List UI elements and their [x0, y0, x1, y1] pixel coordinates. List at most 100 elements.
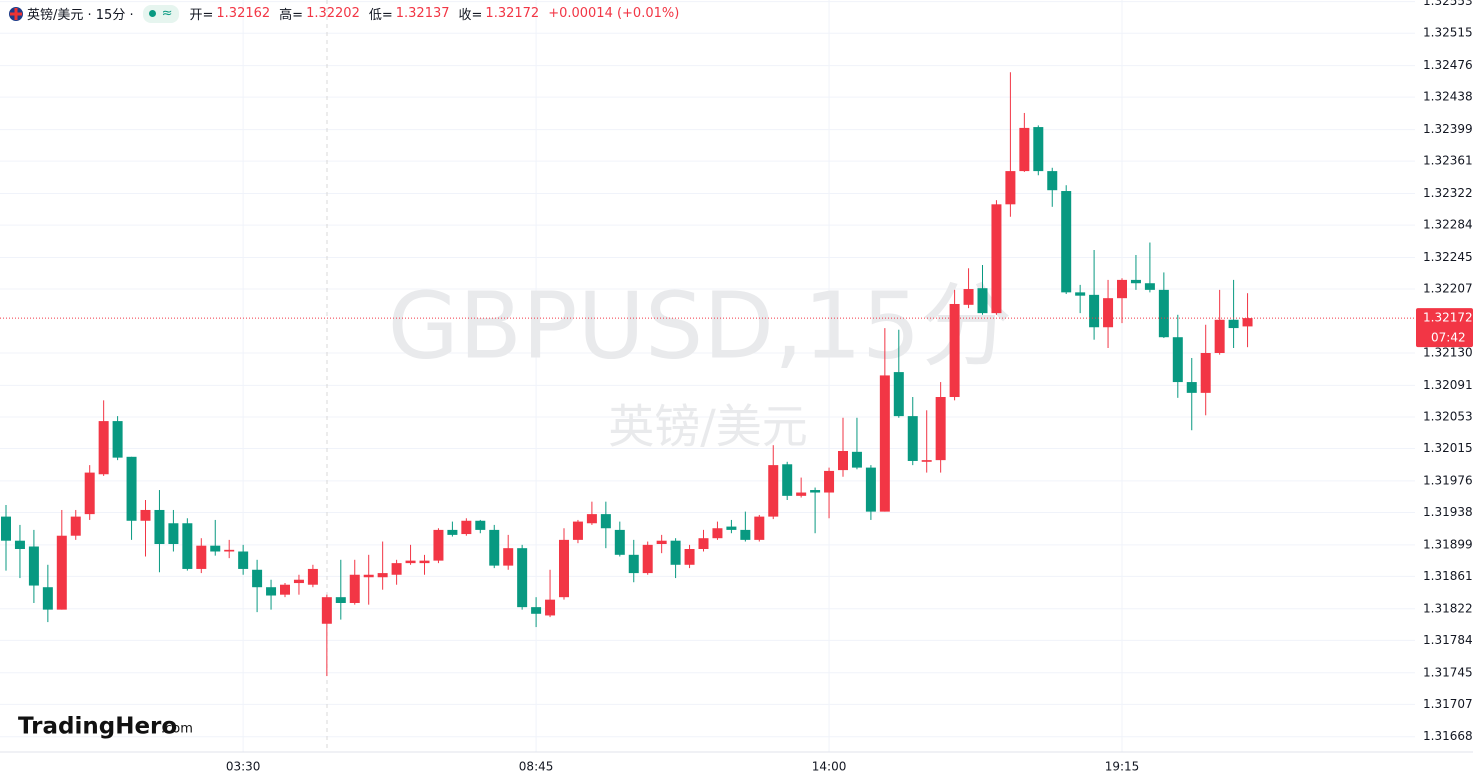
candle-body: [154, 509, 165, 545]
candle-body: [349, 574, 360, 603]
candle-body: [1172, 337, 1183, 383]
candle-body: [1228, 319, 1239, 329]
candle-body: [280, 584, 290, 595]
candle-body: [1158, 289, 1169, 338]
candle-body: [1075, 292, 1086, 296]
candle-body: [28, 546, 39, 586]
candle-body: [1033, 127, 1044, 172]
candle-body: [1214, 319, 1225, 353]
candle-body: [475, 520, 486, 530]
y-tick-label: 1.32399: [1423, 122, 1473, 136]
x-tick-label: 14:00: [812, 760, 847, 774]
candle-body: [907, 416, 918, 461]
candle-body: [1089, 294, 1100, 328]
candle-body: [684, 549, 695, 565]
candle-body: [531, 607, 542, 614]
candle-body: [921, 460, 932, 462]
y-tick-label: 1.32553: [1423, 0, 1473, 8]
candle-body: [642, 544, 653, 574]
candle-body: [335, 597, 346, 603]
x-tick-label: 08:45: [519, 760, 554, 774]
y-tick-label: 1.32322: [1423, 186, 1473, 200]
candle-body: [56, 535, 67, 610]
candle-body: [433, 529, 444, 561]
candle-body: [670, 540, 681, 565]
change: +0.00014 (+0.01%): [548, 6, 680, 21]
candle-body: [266, 587, 277, 596]
x-tick-label: 03:30: [226, 760, 261, 774]
candle-body: [949, 303, 960, 398]
logo: TradingHero: [18, 714, 177, 740]
candle-body: [84, 472, 95, 515]
candle-body: [196, 545, 207, 569]
candle-body: [1, 516, 11, 541]
y-tick-label: 1.32207: [1423, 282, 1473, 296]
candle-body: [600, 514, 611, 529]
candle-body: [293, 579, 304, 584]
y-tick-label: 1.32053: [1423, 409, 1473, 423]
candle-body: [42, 587, 53, 610]
candle-body: [1005, 171, 1016, 205]
candle-body: [754, 516, 765, 540]
candle-body: [726, 526, 737, 530]
y-tick-label: 1.32515: [1423, 26, 1473, 40]
y-tick-label: 1.32361: [1423, 154, 1473, 168]
candle-body: [98, 421, 109, 475]
candle-body: [419, 560, 430, 564]
candle-body: [1103, 298, 1114, 328]
candle-body: [1200, 352, 1211, 393]
candle-body: [545, 599, 556, 616]
high-value: 1.32202: [306, 6, 360, 21]
y-tick-label: 1.32245: [1423, 250, 1473, 264]
y-tick-label: 1.31784: [1423, 633, 1473, 647]
watermark: GBPUSD,15分: [388, 272, 1013, 379]
candle-body: [70, 516, 81, 536]
y-tick-label: 1.31668: [1423, 729, 1473, 743]
y-tick-label: 1.32284: [1423, 218, 1473, 232]
candle-body: [879, 375, 890, 512]
candle-body: [614, 529, 625, 555]
candle-body: [321, 597, 332, 624]
candle-body: [1061, 191, 1072, 293]
candle-body: [586, 514, 597, 524]
y-tick-label: 1.32438: [1423, 90, 1473, 104]
candle-body: [307, 568, 318, 585]
candle-body: [1186, 382, 1197, 393]
candle-body: [447, 529, 458, 535]
candle-body: [1019, 127, 1030, 172]
wave-icon: ≈: [161, 6, 173, 21]
flag-icon: [9, 6, 23, 21]
candle-body: [391, 563, 402, 575]
last-price-box: [1416, 308, 1473, 348]
candle-body: [210, 545, 221, 552]
candle-body: [1242, 318, 1253, 327]
candle-body: [14, 540, 25, 550]
x-tick-label: 19:15: [1105, 760, 1140, 774]
candle-body: [893, 372, 904, 417]
close-value: 1.32172: [485, 6, 540, 21]
candle-body: [1144, 283, 1155, 290]
candle-body: [182, 523, 193, 569]
low-label: 低=: [368, 8, 393, 23]
candle-body: [572, 521, 583, 540]
candle-body: [740, 529, 751, 540]
candle-body: [461, 520, 472, 535]
status-pill[interactable]: ≈: [142, 4, 179, 23]
candle-body: [656, 540, 667, 545]
candle-body: [238, 551, 249, 569]
candle-body: [224, 549, 235, 552]
candle-body: [126, 456, 137, 521]
y-tick-label: 1.31976: [1423, 473, 1473, 487]
candle-body: [768, 465, 779, 517]
candle-body: [168, 523, 179, 545]
y-tick-label: 1.31938: [1423, 505, 1473, 519]
candle-body: [517, 548, 528, 608]
candle-body: [991, 204, 1002, 314]
y-tick-label: 1.31861: [1423, 569, 1473, 583]
candle-body: [377, 573, 388, 578]
candle-body: [1047, 171, 1058, 191]
candle-body: [824, 470, 835, 493]
candle-body: [489, 529, 500, 566]
